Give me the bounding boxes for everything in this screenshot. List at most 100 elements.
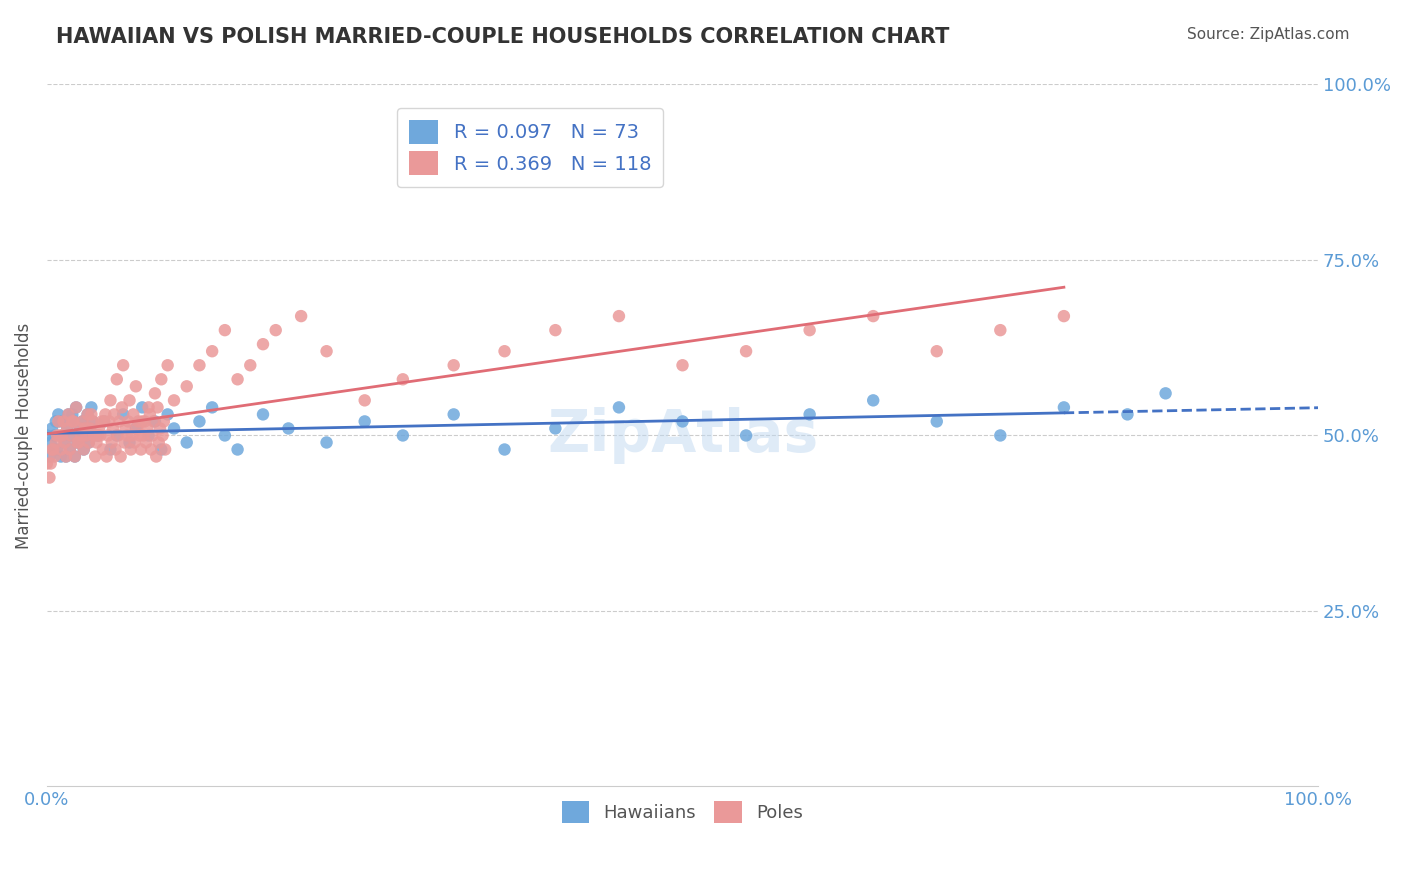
Point — [80, 408, 103, 422]
Point — [45, 414, 67, 428]
Point — [112, 408, 135, 422]
Point — [799, 408, 821, 422]
Point — [89, 428, 111, 442]
Point — [607, 309, 630, 323]
Point — [143, 414, 166, 428]
Point — [51, 428, 73, 442]
Point — [143, 386, 166, 401]
Point — [671, 414, 693, 428]
Point — [77, 435, 100, 450]
Point — [108, 414, 131, 428]
Point — [93, 414, 115, 428]
Point — [59, 442, 82, 457]
Point — [925, 414, 948, 428]
Point — [315, 344, 337, 359]
Point — [82, 414, 104, 428]
Point — [86, 435, 108, 450]
Text: ZipAtlas: ZipAtlas — [547, 407, 818, 464]
Point — [49, 442, 72, 457]
Point — [46, 442, 69, 457]
Point — [163, 421, 186, 435]
Point — [69, 421, 91, 435]
Point — [125, 379, 148, 393]
Point — [443, 358, 465, 372]
Point — [84, 450, 107, 464]
Point — [67, 435, 90, 450]
Point — [93, 414, 115, 428]
Point — [48, 428, 70, 442]
Point — [44, 428, 66, 442]
Point — [122, 408, 145, 422]
Point — [73, 421, 96, 435]
Point — [87, 428, 110, 442]
Point — [132, 428, 155, 442]
Point — [38, 470, 60, 484]
Point — [35, 428, 58, 442]
Point — [70, 428, 93, 442]
Point — [128, 428, 150, 442]
Point — [607, 401, 630, 415]
Point — [925, 344, 948, 359]
Point — [735, 344, 758, 359]
Point — [58, 408, 80, 422]
Point — [101, 421, 124, 435]
Point — [105, 372, 128, 386]
Point — [150, 372, 173, 386]
Point — [45, 435, 67, 450]
Point — [290, 309, 312, 323]
Point — [41, 421, 63, 435]
Point — [129, 442, 152, 457]
Point — [42, 442, 65, 457]
Point — [111, 401, 134, 415]
Point — [118, 435, 141, 450]
Point — [139, 442, 162, 457]
Point — [153, 414, 176, 428]
Point — [41, 442, 63, 457]
Point — [73, 421, 96, 435]
Point — [77, 435, 100, 450]
Point — [201, 401, 224, 415]
Point — [118, 393, 141, 408]
Point — [46, 408, 69, 422]
Point — [277, 421, 299, 435]
Point — [75, 428, 97, 442]
Point — [146, 401, 169, 415]
Point — [49, 450, 72, 464]
Point — [138, 428, 160, 442]
Point — [83, 428, 105, 442]
Point — [163, 393, 186, 408]
Point — [100, 393, 122, 408]
Point — [90, 414, 112, 428]
Point — [125, 421, 148, 435]
Point — [56, 421, 79, 435]
Y-axis label: Married-couple Households: Married-couple Households — [15, 322, 32, 549]
Point — [988, 323, 1011, 337]
Point — [136, 421, 159, 435]
Point — [79, 421, 101, 435]
Point — [39, 435, 62, 450]
Point — [145, 450, 167, 464]
Point — [94, 408, 117, 422]
Point — [104, 442, 127, 457]
Point — [52, 414, 75, 428]
Point — [799, 323, 821, 337]
Point — [60, 428, 83, 442]
Point — [226, 372, 249, 386]
Point — [76, 408, 98, 422]
Point — [96, 450, 118, 464]
Point — [214, 323, 236, 337]
Point — [176, 379, 198, 393]
Point — [46, 414, 69, 428]
Point — [44, 450, 66, 464]
Point — [70, 428, 93, 442]
Point — [63, 450, 86, 464]
Point — [148, 435, 170, 450]
Point — [58, 408, 80, 422]
Point — [60, 414, 83, 428]
Point — [98, 414, 121, 428]
Point — [107, 428, 129, 442]
Point — [80, 401, 103, 415]
Point — [188, 414, 211, 428]
Point — [252, 337, 274, 351]
Point — [75, 428, 97, 442]
